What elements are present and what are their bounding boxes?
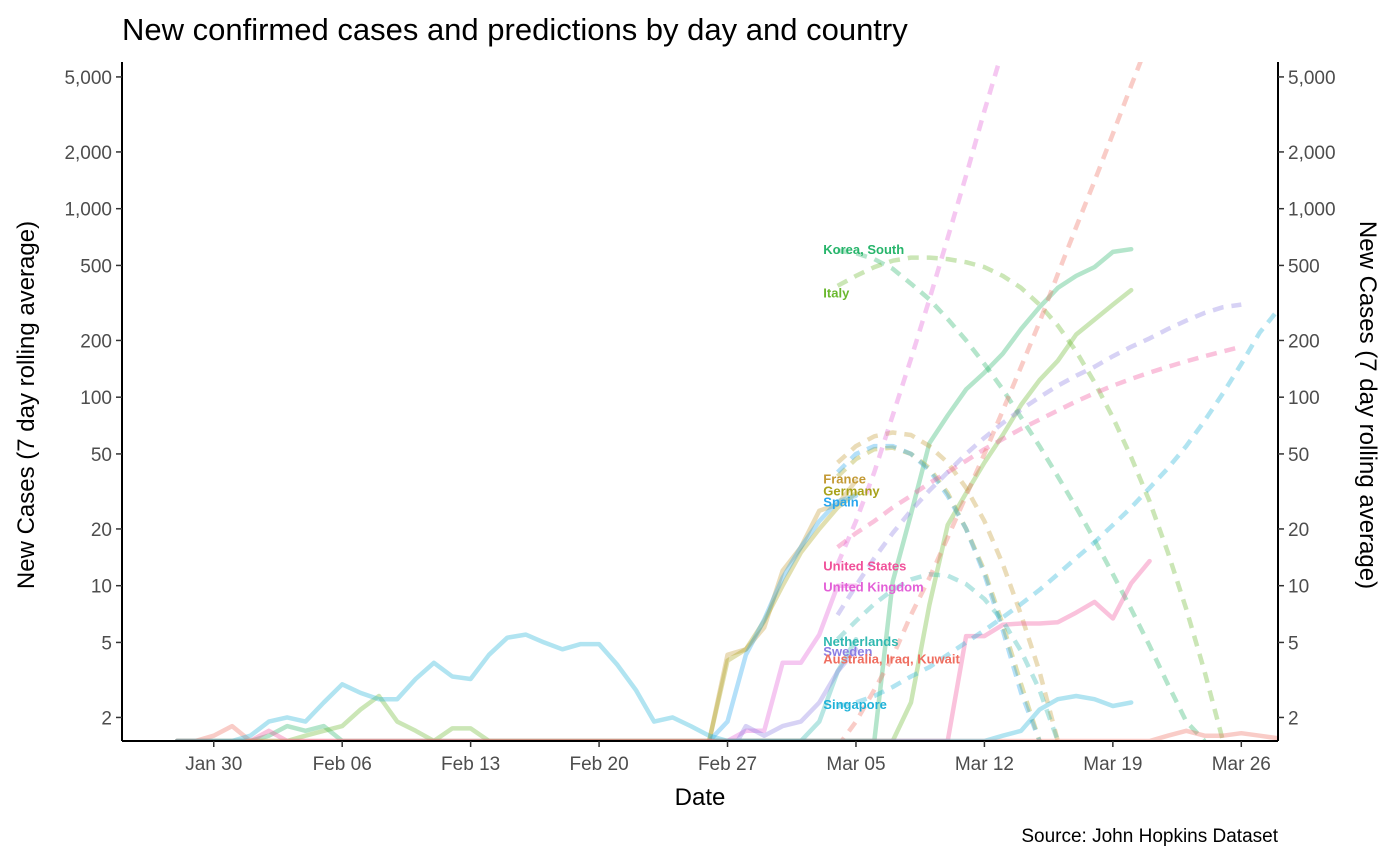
x-tick-label: Mar 26 xyxy=(1212,754,1271,775)
x-tick-label: Mar 05 xyxy=(826,754,885,775)
prediction-line-australia-iraq-kuwait xyxy=(838,62,1143,741)
prediction-line-sweden xyxy=(835,302,1242,617)
prediction-line-united-kingdom xyxy=(835,62,1002,566)
y-tick-label-right: 100 xyxy=(1288,388,1320,409)
y-tick-label-right: 50 xyxy=(1288,445,1309,466)
y-tick-label: 10 xyxy=(91,577,112,598)
y-tick-label-right: 1,000 xyxy=(1288,200,1336,221)
series-layer xyxy=(174,62,1278,741)
series-line-united-kingdom xyxy=(724,583,859,741)
prediction-line-singapore xyxy=(837,308,1278,709)
series-label: Korea, South xyxy=(823,242,904,257)
series-line-singapore xyxy=(174,632,1134,741)
x-tick-label: Feb 20 xyxy=(570,754,629,775)
y-tick-label-right: 10 xyxy=(1288,577,1309,598)
series-label: Netherlands xyxy=(823,634,898,649)
series-label: United Kingdom xyxy=(823,580,923,595)
series-label: Germany xyxy=(823,484,880,499)
y-tick-label: 5,000 xyxy=(64,68,112,89)
y-axis-title: New Cases (7 day rolling average) xyxy=(13,221,40,589)
series-label: Italy xyxy=(823,285,850,300)
y-tick-label-right: 2 xyxy=(1288,708,1299,729)
y-tick-label-right: 200 xyxy=(1288,331,1320,352)
y-axis-title-right: New Cases (7 day rolling average) xyxy=(1354,221,1381,589)
series-line-spain xyxy=(706,493,859,741)
ticks: 2 2 5 5 10 10 20 20 50 50 100 100 200 200 500 500 1,000 1… xyxy=(64,68,1335,775)
y-tick-label: 5 xyxy=(101,633,112,654)
series-line-netherlands xyxy=(725,636,859,741)
series-label: Spain xyxy=(823,494,858,509)
series-line-italy xyxy=(174,287,1134,741)
series-line-united-states xyxy=(174,558,1152,741)
series-line-australia-iraq-kuwait xyxy=(174,723,1278,741)
y-tick-label: 20 xyxy=(91,520,112,541)
chart-title: New confirmed cases and predictions by d… xyxy=(122,12,908,47)
source-caption: Source: John Hopkins Dataset xyxy=(1021,826,1278,847)
axes xyxy=(121,62,1279,742)
y-tick-label-right: 500 xyxy=(1288,256,1320,277)
y-tick-label-right: 20 xyxy=(1288,520,1309,541)
x-tick-label: Jan 30 xyxy=(185,754,242,775)
y-tick-label-right: 2,000 xyxy=(1288,143,1336,164)
series-label: Sweden xyxy=(823,644,872,659)
prediction-line-spain xyxy=(836,443,1042,741)
y-tick-label: 100 xyxy=(80,388,112,409)
series-label: Singapore xyxy=(823,697,887,712)
series-label: Australia, Iraq, Kuwait xyxy=(823,652,960,667)
x-tick-label: Feb 13 xyxy=(441,754,500,775)
y-tick-label: 2 xyxy=(101,708,112,729)
prediction-line-france xyxy=(836,430,1060,741)
x-axis-title: Date xyxy=(675,784,726,811)
prediction-line-germany xyxy=(836,445,1042,741)
x-tick-label: Mar 12 xyxy=(955,754,1014,775)
prediction-line-korea-south xyxy=(837,248,1207,741)
y-tick-label: 1,000 xyxy=(64,200,112,221)
y-tick-label: 2,000 xyxy=(64,143,112,164)
x-tick-label: Feb 06 xyxy=(313,754,372,775)
y-tick-label-right: 5 xyxy=(1288,633,1299,654)
x-tick-label: Mar 19 xyxy=(1083,754,1142,775)
x-tick-label: Feb 27 xyxy=(698,754,757,775)
series-label: United States xyxy=(823,559,906,574)
series-label: France xyxy=(823,472,866,487)
y-tick-label: 500 xyxy=(80,256,112,277)
y-tick-label-right: 5,000 xyxy=(1288,68,1336,89)
prediction-line-united-states xyxy=(836,344,1242,549)
series-line-germany xyxy=(706,490,859,741)
series-line-france xyxy=(706,478,859,741)
series-line-sweden xyxy=(735,647,859,741)
series-line-korea-south xyxy=(174,246,1134,741)
y-tick-label: 200 xyxy=(80,331,112,352)
y-tick-label: 50 xyxy=(91,445,112,466)
